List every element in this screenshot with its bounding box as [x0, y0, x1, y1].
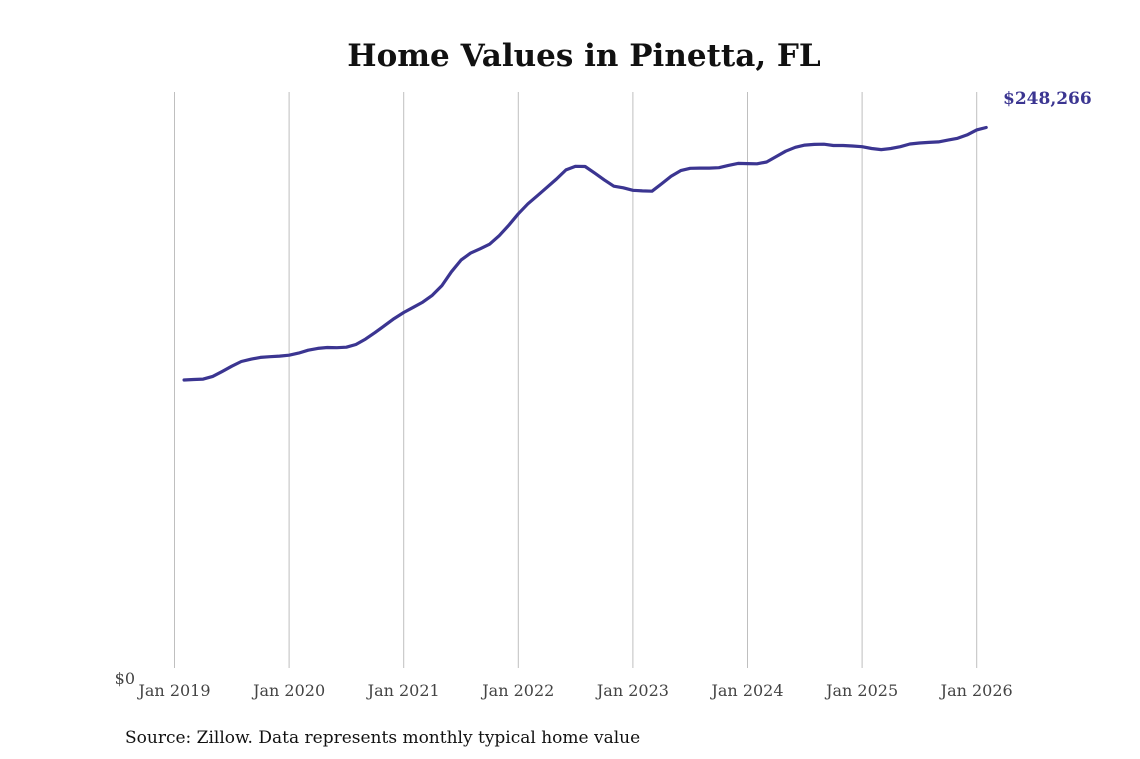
y-tick-label: $0 [115, 669, 135, 688]
x-tick-label: Jan 2022 [480, 681, 554, 700]
x-tick-label: Jan 2024 [709, 681, 783, 700]
x-tick-label: Jan 2020 [251, 681, 325, 700]
x-tick-label: Jan 2021 [366, 681, 440, 700]
x-tick-label: Jan 2023 [595, 681, 669, 700]
x-tick-label: Jan 2025 [824, 681, 898, 700]
last-value-label: $248,266 [1003, 89, 1092, 109]
x-axis: Jan 2019 Jan 2020 Jan 2021 Jan 2022 Jan 2023… [136, 681, 1012, 700]
series-line [182, 125, 988, 382]
chart-title: Home Values in Pinetta, FL [347, 38, 821, 74]
x-tick-label: Jan 2019 [136, 681, 210, 700]
source-note: Source: Zillow. Data represents monthly … [125, 728, 640, 748]
gridlines [174, 92, 978, 668]
x-tick-label: Jan 2026 [939, 681, 1013, 700]
